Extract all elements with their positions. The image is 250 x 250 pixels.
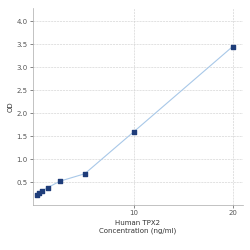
Y-axis label: OD: OD bbox=[8, 101, 14, 112]
X-axis label: Human TPX2
Concentration (ng/ml): Human TPX2 Concentration (ng/ml) bbox=[99, 220, 176, 234]
Point bbox=[40, 189, 44, 193]
Point bbox=[35, 193, 39, 197]
Point bbox=[83, 172, 87, 176]
Point bbox=[46, 186, 50, 190]
Point bbox=[231, 44, 235, 48]
Point bbox=[58, 179, 62, 183]
Point bbox=[132, 130, 136, 134]
Point bbox=[36, 191, 40, 195]
